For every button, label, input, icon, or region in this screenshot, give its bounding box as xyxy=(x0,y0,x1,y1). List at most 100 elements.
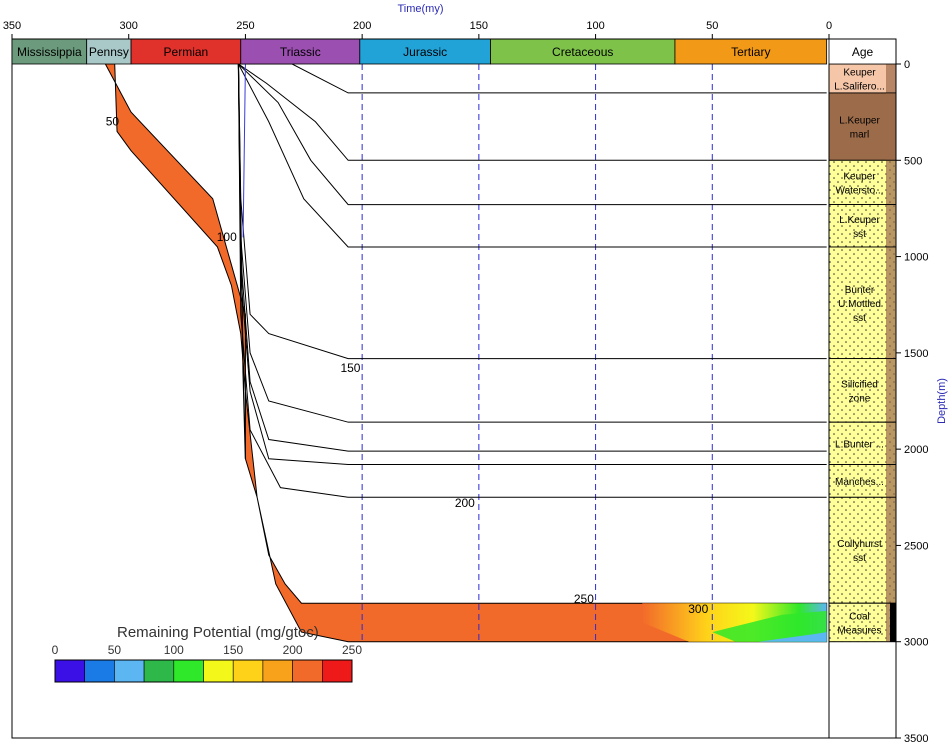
period-1 xyxy=(86,38,132,65)
y-tick-label-5: 2500 xyxy=(904,540,928,552)
strat-side-7 xyxy=(886,464,896,498)
strat-label-5-1: zone xyxy=(849,393,871,404)
strat-label-8-1: sst xyxy=(853,553,866,564)
strat-label-3-1: sst xyxy=(853,229,866,240)
strat-side-8 xyxy=(886,497,896,604)
legend-swatch-2 xyxy=(114,659,145,683)
x-tick-label-5: 100 xyxy=(586,20,604,32)
age-header: Age xyxy=(852,45,874,59)
legend-swatch-5 xyxy=(203,659,234,683)
y-tick-label-3: 1500 xyxy=(904,348,928,360)
y-tick-label-2: 1000 xyxy=(904,252,928,264)
strat-unit-8 xyxy=(828,496,897,604)
legend-tick-4: 200 xyxy=(283,643,303,657)
strat-label-0-1: L.Salifero... xyxy=(834,81,885,92)
period-label-1: Pennsy xyxy=(89,45,129,59)
curve-label-1: 100 xyxy=(217,230,237,244)
legend-tick-0: 0 xyxy=(52,643,59,657)
legend-frame xyxy=(54,659,353,683)
y-tick-label-7: 3500 xyxy=(904,733,928,745)
x-tick-label-0: 350 xyxy=(3,20,21,32)
curve-label-3: 200 xyxy=(455,496,475,510)
strat-label-2-0: Keuper xyxy=(843,171,876,182)
x-tick-label-3: 200 xyxy=(353,20,371,32)
stratigraphic-column: Keuper L.Salifero... L.Keuper marl Keuper Wat… xyxy=(828,63,897,643)
coal-bar xyxy=(890,603,896,642)
period-label-5: Cretaceous xyxy=(552,45,613,59)
legend-title: Remaining Potential (mg/gtoc) xyxy=(117,624,319,641)
age-gridlines xyxy=(361,64,713,642)
period-2 xyxy=(130,38,242,65)
legend-tick-2: 100 xyxy=(164,643,184,657)
period-5 xyxy=(490,38,676,65)
legend-swatch-4 xyxy=(173,659,204,683)
period-bar: Mississippia Pennsy Permian Triassic Jurassi… xyxy=(11,38,897,65)
green-wedge xyxy=(712,610,827,642)
strat-side-4 xyxy=(886,246,896,359)
blue-wedge xyxy=(758,632,827,642)
legend-swatch-7 xyxy=(262,659,293,683)
y-tick-label-6: 3000 xyxy=(904,637,928,649)
strat-label-9-1: Measures xyxy=(838,625,882,636)
strat-label-9-0: Coal xyxy=(849,611,870,622)
curve-label-5: 300 xyxy=(688,602,708,616)
strat-side-2 xyxy=(886,160,896,205)
legend-swatch-6 xyxy=(232,659,264,683)
legend-tick-1: 50 xyxy=(108,643,122,657)
x-tick-label-7: 0 xyxy=(826,20,832,32)
x-axis-title: Time(my) xyxy=(397,3,443,15)
x-tick-label-6: 50 xyxy=(706,20,718,32)
deep-trace xyxy=(237,63,247,459)
x-tick-label-4: 150 xyxy=(470,20,488,32)
legend-tick-5: 250 xyxy=(342,643,362,657)
strat-side-5 xyxy=(886,358,896,423)
strat-label-3-0: L.Keuper xyxy=(839,215,880,226)
curve-label-4: 250 xyxy=(574,592,594,606)
strat-side-1 xyxy=(886,92,896,161)
strat-unit-4 xyxy=(828,246,897,360)
period-label-2: Permian xyxy=(164,45,209,59)
strat-label-6-0: L.Bunter ... xyxy=(835,439,884,450)
legend-swatch-9 xyxy=(321,659,353,683)
strat-label-1-0: L.Keuper xyxy=(839,116,880,127)
legend-swatch-3 xyxy=(143,659,175,683)
curve-labels: 50 100 150 200 250 300 xyxy=(106,115,709,616)
strat-label-5-0: Silicified xyxy=(841,379,878,390)
strat-label-1-1: marl xyxy=(850,130,869,141)
legend-tick-3: 150 xyxy=(223,643,243,657)
strat-label-8-0: Collyhurst xyxy=(837,539,882,550)
curve-label-2: 150 xyxy=(340,361,360,375)
legend-swatch-1 xyxy=(84,659,115,683)
burial-curve-1 xyxy=(238,63,827,161)
strat-label-2-1: Watersto... xyxy=(836,185,884,196)
axes: Time(my)350 300 250 200 150 100 50 005001000150… xyxy=(3,3,948,745)
y-tick-label-1: 500 xyxy=(904,155,922,167)
strat-label-0-0: Keuper xyxy=(843,67,876,78)
strat-label-4-2: sst xyxy=(853,313,866,324)
period-3 xyxy=(240,38,361,65)
burial-curve-8 xyxy=(237,63,827,498)
strat-label-4-1: U.Mottled xyxy=(838,299,881,310)
y-tick-label-4: 2000 xyxy=(904,444,928,456)
blue-trace xyxy=(242,63,246,238)
period-label-6: Tertiary xyxy=(731,45,770,59)
legend-swatch-0 xyxy=(54,659,86,683)
legend: Remaining Potential (mg/gtoc) 0 50 100 150 20… xyxy=(52,624,362,683)
x-tick-label-2: 250 xyxy=(236,20,254,32)
curve-label-0: 50 xyxy=(106,115,120,129)
strat-label-4-0: Bunter xyxy=(845,285,875,296)
strat-side-3 xyxy=(886,204,896,247)
strat-label-7-0: Manches... xyxy=(835,477,884,488)
burial-curve-2 xyxy=(238,63,827,206)
period-label-3: Triassic xyxy=(280,45,321,59)
period-label-4: Jurassic xyxy=(403,45,447,59)
y-axis-title: Depth(m) xyxy=(936,378,948,424)
period-label-0: Mississippia xyxy=(17,45,82,59)
strat-side-0 xyxy=(886,64,896,93)
burial-curve-3 xyxy=(237,63,827,248)
strat-side-6 xyxy=(886,422,896,465)
legend-swatch-8 xyxy=(292,659,323,683)
period-0 xyxy=(11,38,88,65)
